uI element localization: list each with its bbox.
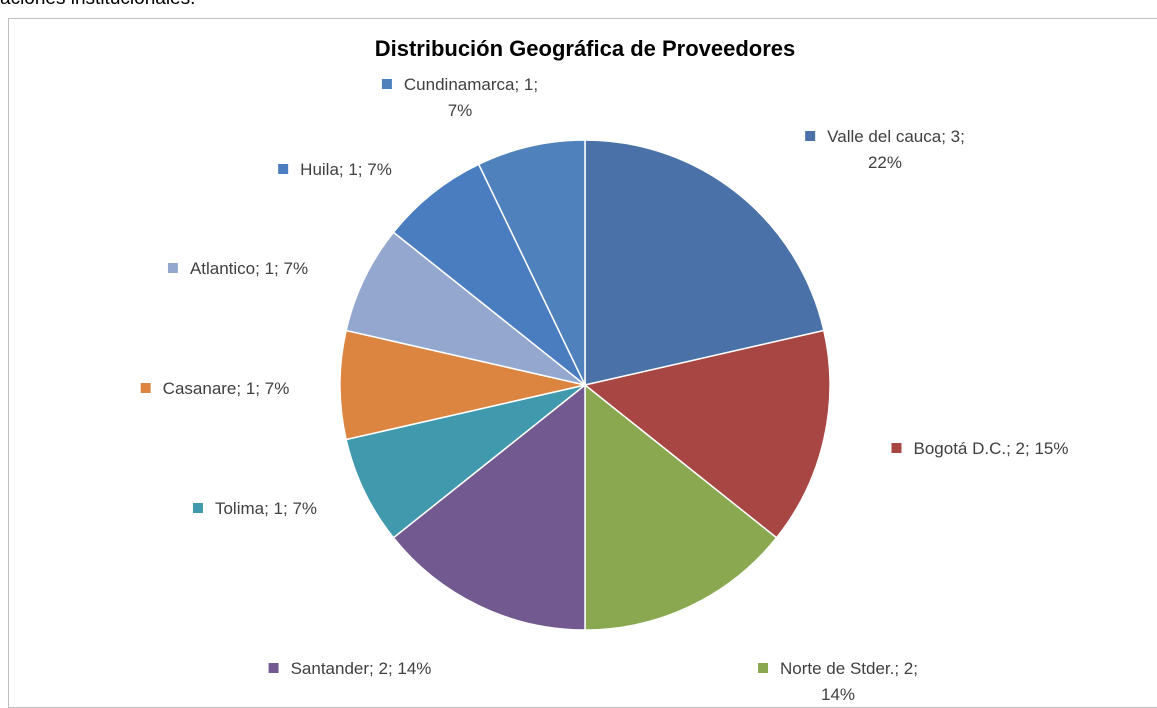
pie-slice (584, 139, 825, 386)
data-label-line: Santander; 2; 14% (268, 656, 432, 682)
pie-slice (584, 383, 778, 631)
data-label-line: 14% (758, 682, 918, 708)
data-label-text: Bogotá D.C.; 2; 15% (913, 439, 1069, 458)
legend-marker (140, 383, 151, 393)
data-label: Valle del cauca; 3; 22% (805, 124, 965, 176)
header-text: aciones institucionales. (0, 0, 195, 10)
legend-marker (758, 663, 769, 673)
data-label: Atlantico; 1; 7% (167, 256, 309, 282)
data-label-line: Norte de Stder.; 2; (758, 656, 918, 682)
data-label-line: 22% (805, 150, 965, 176)
data-label-line: Bogotá D.C.; 2; 15% (891, 436, 1069, 462)
data-label: Casanare; 1; 7% (140, 376, 290, 402)
data-label-text: 7% (447, 101, 473, 120)
pie-slice (345, 231, 586, 386)
data-label-line: Valle del cauca; 3; (805, 124, 965, 150)
data-label-line: Casanare; 1; 7% (140, 376, 290, 402)
pie-slice (583, 329, 831, 539)
data-label-text: Norte de Stder.; 2; (780, 659, 918, 678)
data-label: Norte de Stder.; 2; 14% (758, 656, 918, 708)
data-label-line: Atlantico; 1; 7% (167, 256, 309, 282)
data-label-text: 22% (867, 153, 903, 172)
data-label: Santander; 2; 14% (268, 656, 432, 682)
data-label-line: Cundinamarca; 1; (381, 72, 539, 98)
data-label-text: 14% (820, 685, 856, 704)
pie-slice (339, 329, 586, 441)
pie-slice (477, 139, 586, 386)
data-label-text: Cundinamarca; 1; (403, 75, 539, 94)
chart-title: Distribución Geográfica de Proveedores (375, 36, 796, 61)
data-label: Bogotá D.C.; 2; 15% (891, 436, 1069, 462)
data-label-line: 7% (382, 98, 538, 124)
legend-marker (192, 503, 203, 513)
legend-marker (381, 79, 392, 89)
pie-slice (392, 163, 586, 386)
legend-marker (167, 263, 178, 273)
legend-marker (268, 663, 279, 673)
data-label-text: Atlantico; 1; 7% (189, 259, 309, 278)
data-label-text: Tolima; 1; 7% (214, 499, 318, 518)
pie-slice (392, 383, 586, 631)
data-label: Huila; 1; 7% (278, 157, 392, 183)
data-label-line: Huila; 1; 7% (278, 157, 392, 183)
data-label-text: Huila; 1; 7% (300, 160, 392, 179)
data-label-line: Tolima; 1; 7% (192, 496, 318, 522)
data-label-text: Valle del cauca; 3; (827, 127, 965, 146)
data-label-text: Casanare; 1; 7% (162, 379, 290, 398)
data-label: Tolima; 1; 7% (192, 496, 318, 522)
legend-marker (278, 164, 289, 174)
pie-slice (345, 384, 586, 539)
data-label: Cundinamarca; 1; 7% (381, 72, 539, 124)
legend-marker (891, 443, 902, 453)
legend-marker (805, 131, 816, 141)
data-label-text: Santander; 2; 14% (290, 659, 432, 678)
